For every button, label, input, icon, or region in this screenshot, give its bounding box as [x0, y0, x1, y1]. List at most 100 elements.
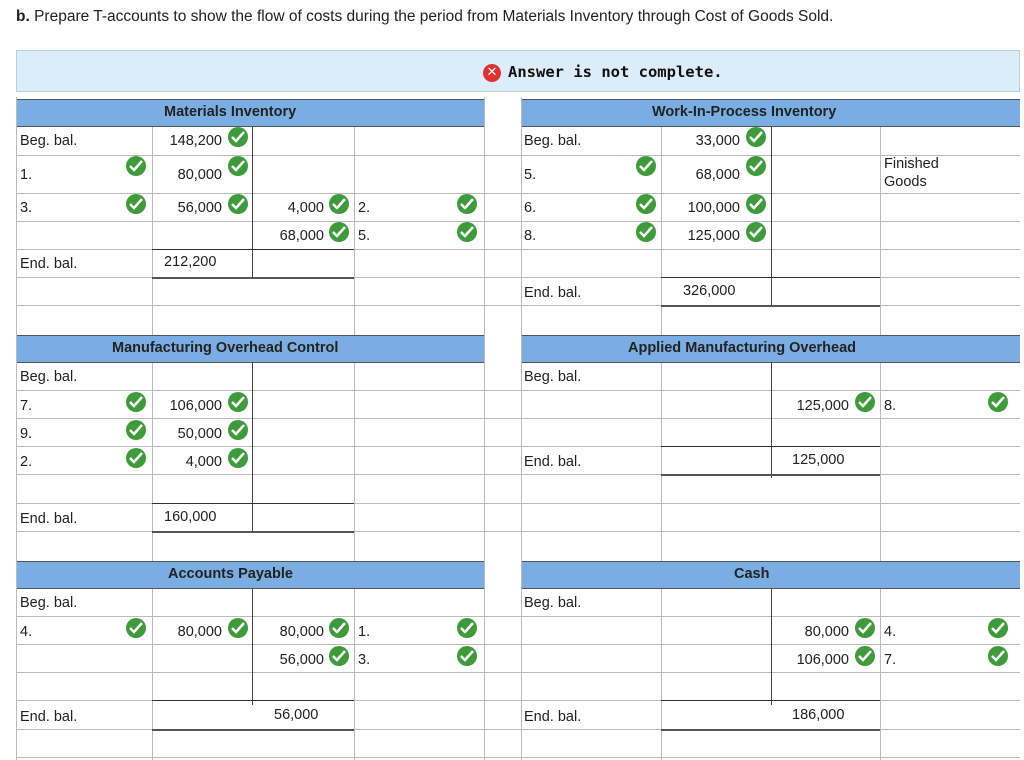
check-icon [988, 618, 1008, 638]
amoh-title: Applied Manufacturing Overhead [628, 340, 856, 356]
question-body: Prepare T-accounts to show the flow of c… [34, 8, 834, 25]
check-icon [746, 222, 766, 242]
amoh-credit-ref: 8. [884, 398, 897, 414]
check-icon [457, 618, 477, 638]
check-icon [988, 646, 1008, 666]
ap-beg-label: Beg. bal. [20, 595, 78, 611]
check-icon [457, 194, 477, 214]
wip-debit-ref: 5. [524, 167, 537, 183]
wip-beg-label: Beg. bal. [524, 133, 582, 149]
cash-credit-ref: 7. [884, 652, 897, 668]
moh-debit-amount: 50,000 [177, 426, 222, 442]
materials-beg-amount: 148,200 [169, 133, 222, 149]
header-wip [521, 99, 1020, 127]
materials-debit-amount: 80,000 [177, 167, 222, 183]
check-icon [329, 646, 349, 666]
check-icon [126, 156, 146, 176]
check-icon [126, 392, 146, 412]
ap-debit-ref: 4. [20, 624, 33, 640]
cash-end-label: End. bal. [524, 709, 582, 725]
check-icon [228, 618, 248, 638]
check-icon [636, 222, 656, 242]
wip-debit-ref: 8. [524, 228, 537, 244]
ap-debit-amount: 80,000 [177, 624, 222, 640]
check-icon [329, 222, 349, 242]
check-icon [855, 392, 875, 412]
moh-end-label: End. bal. [20, 511, 78, 527]
check-icon [457, 222, 477, 242]
check-icon [746, 194, 766, 214]
check-icon [636, 156, 656, 176]
cash-credit-amount: 80,000 [804, 624, 849, 640]
check-icon [228, 420, 248, 440]
materials-credit-amount: 68,000 [279, 228, 324, 244]
materials-debit-amount: 56,000 [177, 200, 222, 216]
cash-beg-label: Beg. bal. [524, 595, 582, 611]
ap-title: Accounts Payable [168, 566, 293, 582]
ap-credit-amount: 56,000 [279, 652, 324, 668]
amoh-end-amount: 125,000 [792, 452, 845, 468]
moh-end-amount: 160,000 [164, 509, 217, 525]
materials-beg-label: Beg. bal. [20, 133, 78, 149]
amoh-credit-amount: 125,000 [796, 398, 849, 414]
amoh-beg-label: Beg. bal. [524, 369, 582, 385]
amoh-end-label: End. bal. [524, 454, 582, 470]
wip-beg-amount: 33,000 [695, 133, 740, 149]
answer-status-text: Answer is not complete. [508, 63, 723, 81]
question-text: b. Prepare T-accounts to show the flow o… [16, 8, 833, 26]
cash-title: Cash [734, 566, 770, 582]
cash-credit-ref: 4. [884, 624, 897, 640]
check-icon [746, 156, 766, 176]
materials-title: Materials Inventory [164, 104, 297, 120]
header-amoh [521, 335, 1020, 363]
answer-status-banner: ✕ Answer is not complete. [16, 50, 1020, 92]
check-icon [329, 618, 349, 638]
check-icon [228, 156, 248, 176]
header-materials [16, 99, 484, 127]
ap-credit-ref: 1. [358, 624, 371, 640]
x-circle-icon: ✕ [483, 64, 501, 82]
materials-credit-amount: 4,000 [287, 200, 324, 216]
moh-debit-amount: 106,000 [169, 398, 222, 414]
moh-debit-amount: 4,000 [185, 454, 222, 470]
materials-end-amount: 212,200 [164, 254, 217, 270]
header-ap [16, 561, 484, 589]
wip-debit-amount: 125,000 [687, 228, 740, 244]
ap-credit-ref: 3. [358, 652, 371, 668]
header-cash [521, 561, 1020, 589]
wip-credit-account: Finished Goods [884, 156, 939, 190]
materials-debit-ref: 1. [20, 167, 33, 183]
wip-title: Work-In-Process Inventory [652, 104, 837, 120]
ap-end-label: End. bal. [20, 709, 78, 725]
wip-end-amount: 326,000 [683, 283, 736, 299]
check-icon [988, 392, 1008, 412]
ap-end-amount: 56,000 [274, 707, 319, 723]
check-icon [126, 448, 146, 468]
check-icon [126, 420, 146, 440]
check-icon [228, 392, 248, 412]
materials-credit-ref: 5. [358, 228, 371, 244]
header-moh [16, 335, 484, 363]
moh-debit-ref: 7. [20, 398, 33, 414]
wip-end-label: End. bal. [524, 285, 582, 301]
moh-debit-ref: 2. [20, 454, 33, 470]
ap-credit-amount: 80,000 [279, 624, 324, 640]
wip-debit-amount: 68,000 [695, 167, 740, 183]
check-icon [636, 194, 656, 214]
moh-debit-ref: 9. [20, 426, 33, 442]
t-accounts-grid: Materials Inventory Work-In-Process Inve… [16, 97, 1020, 760]
check-icon [746, 127, 766, 147]
check-icon [126, 194, 146, 214]
check-icon [228, 194, 248, 214]
moh-beg-label: Beg. bal. [20, 369, 78, 385]
materials-credit-ref: 2. [358, 200, 371, 216]
check-icon [228, 127, 248, 147]
materials-end-label: End. bal. [20, 256, 78, 272]
wip-debit-ref: 6. [524, 200, 537, 216]
check-icon [126, 618, 146, 638]
check-icon [855, 646, 875, 666]
check-icon [228, 448, 248, 468]
cash-end-amount: 186,000 [792, 707, 845, 723]
check-icon [855, 618, 875, 638]
question-prefix: b. [16, 8, 30, 25]
